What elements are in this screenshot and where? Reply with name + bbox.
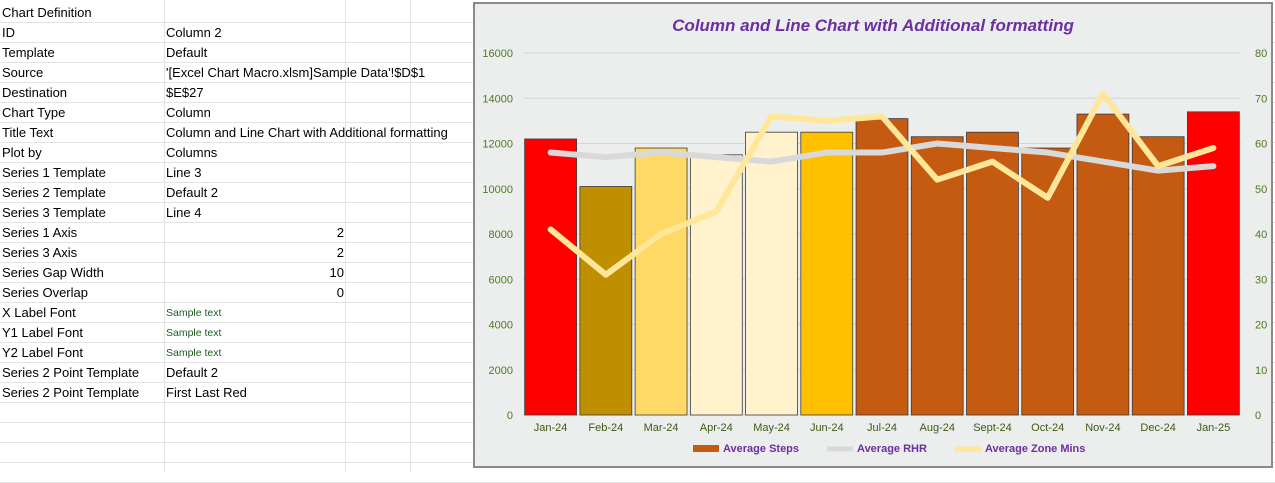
y-left-tick-label: 8000 <box>489 229 513 241</box>
x-tick-label: Jan-25 <box>1197 422 1231 434</box>
x-tick-label: Jun-24 <box>810 422 844 434</box>
cell-label[interactable]: Chart Definition <box>2 5 92 20</box>
chart-title: Column and Line Chart with Additional fo… <box>672 16 1074 35</box>
cell-value[interactable]: Sample text <box>166 347 222 359</box>
cell-value[interactable]: $E$27 <box>166 85 204 100</box>
cell-label[interactable]: Plot by <box>2 145 42 160</box>
cell-value[interactable]: Default 2 <box>166 185 219 200</box>
bar-Jun-24[interactable] <box>800 131 854 416</box>
cell-value[interactable]: 0 <box>336 285 344 300</box>
x-tick-label: Jul-24 <box>867 422 897 434</box>
bar-May-24[interactable] <box>745 131 798 416</box>
bar-Feb-24[interactable] <box>579 186 633 416</box>
y-left-tick-label: 16000 <box>482 48 513 60</box>
bar-Apr-24[interactable] <box>689 154 743 416</box>
cell-value[interactable]: Sample text <box>166 327 222 339</box>
column-divider-a <box>164 0 165 472</box>
x-tick-label: May-24 <box>753 422 790 434</box>
cell-label[interactable]: Title Text <box>2 125 54 140</box>
cell-label[interactable]: Y1 Label Font <box>2 325 83 340</box>
cell-value[interactable]: Column 2 <box>166 25 222 40</box>
bar-Sept-24[interactable] <box>966 131 1019 416</box>
bar-Jul-24[interactable] <box>855 118 909 416</box>
y-right-tick-label: 10 <box>1255 365 1267 377</box>
y-left-tick-label: 14000 <box>482 93 513 105</box>
line-series <box>547 90 1217 278</box>
cell-label[interactable]: Source <box>2 65 44 80</box>
cell-label[interactable]: Series Gap Width <box>2 265 104 280</box>
y-left-tick-label: 4000 <box>489 320 513 332</box>
embedded-chart[interactable]: Column and Line Chart with Additional fo… <box>473 2 1273 468</box>
cell-label[interactable]: X Label Font <box>2 305 76 320</box>
x-tick-label: Feb-24 <box>588 422 623 434</box>
legend-swatch <box>693 445 719 452</box>
x-tick-label: Dec-24 <box>1140 422 1175 434</box>
y-right-tick-label: 0 <box>1255 410 1261 422</box>
x-tick-label: Aug-24 <box>919 422 954 434</box>
cell-value[interactable]: Default 2 <box>166 365 219 380</box>
cell-value[interactable]: 2 <box>336 225 344 240</box>
cell-value[interactable]: '[Excel Chart Macro.xlsm]Sample Data'!$D… <box>166 65 426 80</box>
cell-label[interactable]: Series 2 Point Template <box>2 365 140 380</box>
legend-label: Average Zone Mins <box>985 443 1085 455</box>
y-right-tick-label: 40 <box>1255 229 1267 241</box>
y-right-axis: 0 10 20 30 40 50 60 70 80 <box>1255 48 1267 422</box>
x-tick-label: Apr-24 <box>700 422 733 434</box>
y-left-tick-label: 2000 <box>489 365 513 377</box>
cell-value[interactable]: Default <box>166 45 208 60</box>
cell-label[interactable]: Destination <box>2 85 68 100</box>
legend-label: Average Steps <box>723 443 799 455</box>
x-tick-label: Jan-24 <box>534 422 568 434</box>
bar-Mar-24[interactable] <box>634 147 688 416</box>
cell-label[interactable]: ID <box>2 25 15 40</box>
cell-value[interactable]: Line 3 <box>166 165 202 180</box>
y-left-tick-label: 12000 <box>482 139 513 151</box>
y-right-tick-label: 60 <box>1255 139 1267 151</box>
cell-value[interactable]: Line 4 <box>166 205 202 220</box>
cell-label[interactable]: Y2 Label Font <box>2 345 83 360</box>
cell-value[interactable]: Column and Line Chart with Additional fo… <box>166 125 448 140</box>
y-right-tick-label: 30 <box>1255 274 1267 286</box>
cell-value[interactable]: Columns <box>166 145 218 160</box>
chart-legend: Average Steps Average RHR Average Zone Min… <box>693 443 1085 455</box>
x-tick-label: Mar-24 <box>644 422 679 434</box>
cell-label[interactable]: Chart Type <box>2 105 66 120</box>
line-average-rhr[interactable] <box>547 140 1217 174</box>
x-tick-label: Oct-24 <box>1031 422 1064 434</box>
cell-value[interactable]: 10 <box>329 265 344 280</box>
cell-value[interactable]: Column <box>166 105 211 120</box>
legend-label: Average RHR <box>857 443 927 455</box>
cell-value[interactable]: Sample text <box>166 307 222 319</box>
y-right-tick-label: 20 <box>1255 320 1267 332</box>
x-tick-label: Sept-24 <box>973 422 1012 434</box>
y-left-tick-label: 10000 <box>482 184 513 196</box>
x-tick-label: Nov-24 <box>1085 422 1120 434</box>
bar-Dec-24[interactable] <box>1131 136 1185 416</box>
cell-label[interactable]: Series 1 Template <box>2 165 106 180</box>
cell-label[interactable]: Template <box>2 45 55 60</box>
cell-label[interactable]: Series 1 Axis <box>2 225 78 240</box>
cell-label[interactable]: Series 3 Axis <box>2 245 78 260</box>
column-divider-b <box>345 0 346 472</box>
bar-Jan-24[interactable] <box>524 138 577 416</box>
cell-label[interactable]: Series 3 Template <box>2 205 106 220</box>
y-left-tick-label: 6000 <box>489 274 513 286</box>
line-average-zone-mins[interactable] <box>547 90 1217 278</box>
cell-label[interactable]: Series 2 Template <box>2 185 106 200</box>
cell-label[interactable]: Series Overlap <box>2 285 88 300</box>
y-left-axis: 0 2000 4000 6000 8000 10000 12000 14000 16000 <box>482 48 513 422</box>
x-axis: Jan-24 Feb-24 Mar-24 Apr-24 May-24 Jun-24 Jul-… <box>534 422 1230 434</box>
y-right-tick-label: 50 <box>1255 184 1267 196</box>
y-left-tick-label: 0 <box>507 410 513 422</box>
y-right-tick-label: 70 <box>1255 93 1267 105</box>
cell-value[interactable]: 2 <box>336 245 344 260</box>
bar-Jan-25[interactable] <box>1187 111 1240 416</box>
bar-Aug-24[interactable] <box>910 136 964 416</box>
chart-canvas: Column and Line Chart with Additional fo… <box>482 16 1267 455</box>
column-divider-c <box>410 0 411 472</box>
cell-label[interactable]: Series 2 Point Template <box>2 385 140 400</box>
y-right-tick-label: 80 <box>1255 48 1267 60</box>
cell-value[interactable]: First Last Red <box>166 385 247 400</box>
